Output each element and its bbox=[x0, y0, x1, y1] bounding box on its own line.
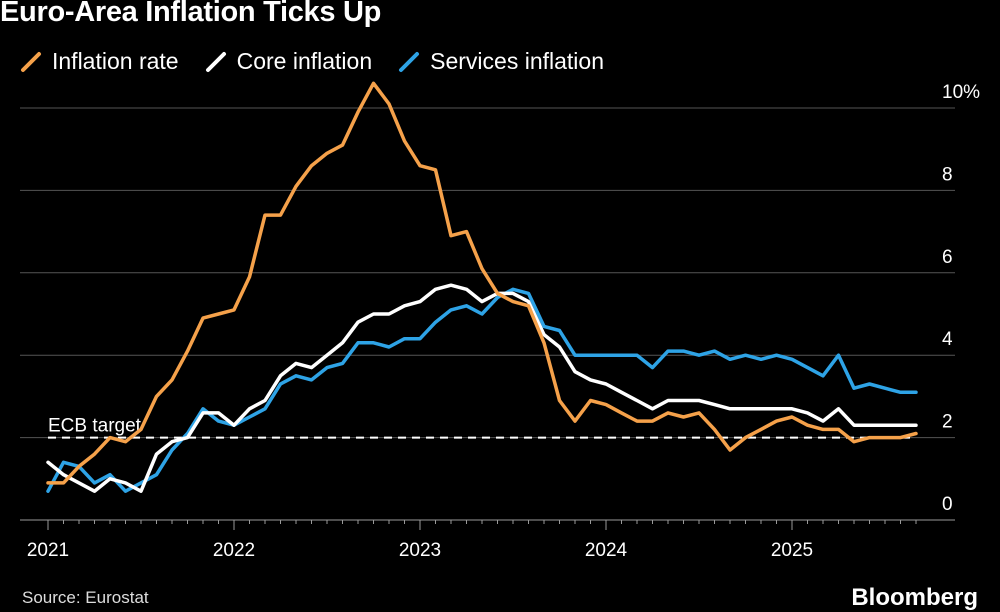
x-tick-label-2023: 2023 bbox=[399, 540, 441, 561]
y-tick-label-8: 8 bbox=[942, 164, 953, 185]
chart-legend: Inflation rate Core inflation Services i… bbox=[20, 48, 604, 75]
legend-label-core: Core inflation bbox=[236, 48, 373, 74]
y-tick-label-4: 4 bbox=[942, 329, 953, 350]
x-tick-label-2024: 2024 bbox=[585, 540, 628, 561]
ecb-target-label: ECB target bbox=[48, 416, 142, 437]
x-tick-label-2022: 2022 bbox=[213, 540, 255, 561]
legend-label-services: Services inflation bbox=[430, 48, 604, 74]
y-tick-label-0: 0 bbox=[942, 494, 953, 515]
brand-logo: Bloomberg bbox=[851, 584, 978, 611]
x-tick-label-2025: 2025 bbox=[771, 540, 813, 561]
y-tick-label-10: 10% bbox=[942, 82, 980, 103]
legend-item-core: Core inflation bbox=[205, 48, 373, 75]
legend-item-inflation: Inflation rate bbox=[20, 48, 179, 75]
legend-swatch-inflation bbox=[21, 51, 41, 72]
x-tick-label-2021: 2021 bbox=[27, 540, 69, 561]
y-tick-label-6: 6 bbox=[942, 247, 953, 268]
source-note: Source: Eurostat bbox=[22, 588, 149, 607]
series-line-inflation bbox=[46, 81, 918, 485]
chart-title: Euro-Area Inflation Ticks Up bbox=[0, 0, 382, 28]
y-tick-label-2: 2 bbox=[942, 412, 953, 433]
series-line-core bbox=[46, 283, 918, 493]
series-line-services bbox=[46, 287, 918, 493]
legend-item-services: Services inflation bbox=[398, 48, 604, 75]
legend-swatch-core bbox=[205, 51, 226, 72]
legend-label-inflation: Inflation rate bbox=[52, 48, 179, 74]
legend-swatch-services bbox=[399, 51, 420, 72]
